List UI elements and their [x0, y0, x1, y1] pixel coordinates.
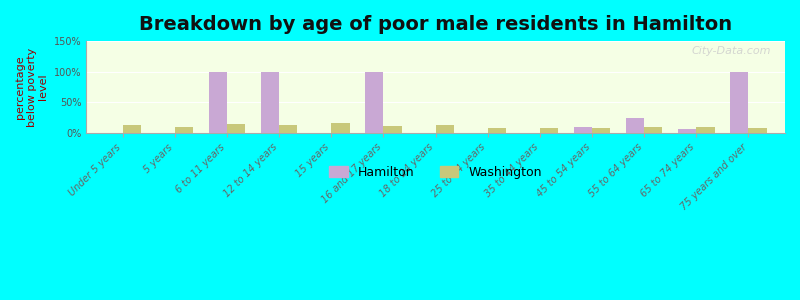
Bar	[678, 129, 696, 133]
Bar	[730, 72, 749, 133]
Bar	[626, 118, 644, 133]
Bar	[436, 125, 454, 133]
Text: City-Data.com: City-Data.com	[691, 46, 771, 56]
Bar	[227, 124, 246, 133]
Bar	[209, 72, 227, 133]
Title: Breakdown by age of poor male residents in Hamilton: Breakdown by age of poor male residents …	[139, 15, 732, 34]
Bar	[122, 125, 141, 133]
Bar	[279, 125, 298, 133]
Y-axis label: percentage
below poverty
level: percentage below poverty level	[15, 47, 48, 127]
Bar	[696, 127, 714, 133]
Bar	[592, 128, 610, 133]
Legend: Hamilton, Washington: Hamilton, Washington	[324, 161, 547, 184]
Bar	[574, 127, 592, 133]
Bar	[749, 128, 766, 133]
Bar	[261, 72, 279, 133]
Bar	[175, 127, 193, 133]
Bar	[540, 128, 558, 133]
Bar	[488, 128, 506, 133]
Bar	[366, 72, 383, 133]
Bar	[644, 127, 662, 133]
Bar	[383, 126, 402, 133]
Bar	[331, 123, 350, 133]
